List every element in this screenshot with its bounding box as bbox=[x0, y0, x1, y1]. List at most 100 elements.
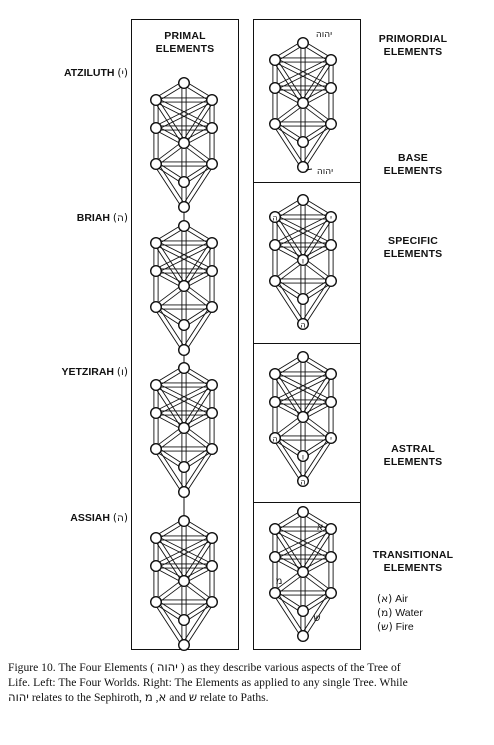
world-label-assiah: ASSIAH (ה) bbox=[70, 512, 128, 524]
sephirah-node bbox=[297, 135, 310, 148]
tree-path bbox=[273, 530, 331, 560]
label-line: ELEMENTS bbox=[383, 561, 443, 574]
tree-of-life bbox=[149, 515, 218, 652]
caption-line-2: Life. Left: The Four Worlds. Right: The … bbox=[8, 675, 408, 689]
sephirah-node bbox=[149, 596, 162, 609]
sephirah-node bbox=[205, 407, 218, 420]
sephirah-node bbox=[177, 486, 190, 499]
world-letter: (ו) bbox=[116, 366, 128, 378]
sephirah-node bbox=[177, 76, 190, 89]
sephirah-node bbox=[205, 157, 218, 170]
tree-path bbox=[156, 535, 214, 565]
tree-path bbox=[156, 382, 214, 412]
tree-path bbox=[153, 307, 183, 352]
tree-path bbox=[154, 535, 212, 565]
tree-path bbox=[156, 244, 214, 274]
sephirah-node bbox=[177, 461, 190, 474]
sephirah-node bbox=[177, 319, 190, 332]
label-line: BASE bbox=[398, 152, 428, 164]
sephirah-node bbox=[269, 432, 282, 445]
sephirah-node bbox=[149, 560, 162, 573]
tree-path bbox=[181, 600, 211, 645]
tree-path bbox=[300, 591, 330, 636]
tree-path bbox=[272, 281, 302, 326]
sephirah-node bbox=[149, 93, 162, 106]
hebrew-letter-vav: ו bbox=[302, 257, 304, 266]
sephirah-node bbox=[269, 81, 282, 94]
tree-path bbox=[156, 101, 214, 131]
caption-text: relate to Paths. bbox=[199, 691, 269, 704]
hebrew-letter-vav: ו bbox=[302, 453, 304, 462]
tetragrammaton-bottom: יהוה bbox=[317, 167, 333, 177]
world-name: ATZILUTH bbox=[63, 67, 115, 79]
caption-text: relates to the Sephiroth, bbox=[31, 691, 142, 704]
legend-item-water: (מ) Water bbox=[377, 606, 423, 620]
tree-path bbox=[304, 593, 334, 638]
legend-item-fire: (ש) Fire bbox=[377, 620, 414, 634]
caption-hebrew: יהוה bbox=[8, 690, 29, 704]
sephirah-node bbox=[205, 93, 218, 106]
hebrew-letter-shin: ש bbox=[313, 613, 320, 624]
tree-path bbox=[154, 244, 212, 274]
sephirah-node bbox=[149, 443, 162, 456]
tree-path bbox=[184, 140, 214, 163]
sephirah-node bbox=[297, 37, 310, 50]
tree-path bbox=[184, 578, 214, 601]
right-panel-divider bbox=[253, 182, 361, 183]
sephirah-node bbox=[205, 596, 218, 609]
tree-path bbox=[303, 414, 333, 437]
sephirah-node bbox=[177, 422, 190, 435]
tree-path bbox=[276, 591, 306, 636]
caption-hebrew: מ bbox=[144, 690, 153, 704]
tree-path bbox=[276, 436, 306, 481]
hebrew-letter-he: ה bbox=[272, 214, 277, 223]
tree-path bbox=[304, 124, 334, 169]
sephirah-node bbox=[177, 344, 190, 357]
sephirah-node bbox=[149, 379, 162, 392]
left-panel-title: PRIMAL ELEMENTS bbox=[131, 30, 239, 55]
tree-of-life bbox=[269, 351, 338, 488]
right-panel-divider bbox=[253, 343, 361, 344]
tetragrammaton-top: יהוה bbox=[316, 30, 332, 40]
sephirah-node bbox=[325, 117, 338, 130]
caption-text: ) as they describe various aspects of th… bbox=[180, 661, 401, 674]
label-line: ELEMENTS bbox=[383, 247, 443, 260]
tree-path bbox=[181, 305, 211, 350]
hebrew-letter-he: ה bbox=[272, 435, 277, 444]
sephirah-node bbox=[149, 265, 162, 278]
sephirah-node bbox=[149, 301, 162, 314]
sephirah-node bbox=[177, 639, 190, 652]
sephirah-node bbox=[269, 238, 282, 251]
tree-path bbox=[305, 168, 313, 171]
tree-path bbox=[154, 97, 212, 127]
tree-path bbox=[154, 425, 184, 448]
sephirah-node bbox=[297, 506, 310, 519]
world-label-briah: BRIAH (ה) bbox=[77, 212, 128, 224]
sephirah-node bbox=[297, 253, 310, 266]
sephirah-node bbox=[325, 54, 338, 67]
tree-of-life bbox=[269, 193, 338, 331]
tree-path bbox=[272, 438, 302, 483]
sephirah-node bbox=[297, 193, 310, 206]
sephirah-node bbox=[325, 551, 338, 564]
legend-letter: (מ) bbox=[377, 607, 393, 619]
tree-path bbox=[185, 449, 215, 494]
tree-path bbox=[275, 214, 333, 244]
world-label-yetzirah: YETZIRAH (ו) bbox=[61, 366, 128, 378]
tree-path bbox=[275, 526, 333, 556]
label-transitional-elements: TRANSITIONAL ELEMENTS bbox=[365, 549, 461, 574]
tree-of-life bbox=[149, 362, 218, 499]
tree-path bbox=[185, 307, 215, 352]
world-name: YETZIRAH bbox=[61, 366, 114, 378]
tree-path bbox=[273, 61, 331, 91]
legend-label: Fire bbox=[395, 621, 414, 633]
world-name: BRIAH bbox=[76, 212, 110, 224]
tree-path bbox=[154, 140, 184, 163]
caption-hebrew: א bbox=[158, 690, 167, 704]
tree-path bbox=[273, 526, 331, 556]
tree-path bbox=[157, 162, 187, 207]
tree-path bbox=[181, 447, 211, 492]
tree-path bbox=[303, 100, 333, 123]
sephirah-node bbox=[205, 443, 218, 456]
